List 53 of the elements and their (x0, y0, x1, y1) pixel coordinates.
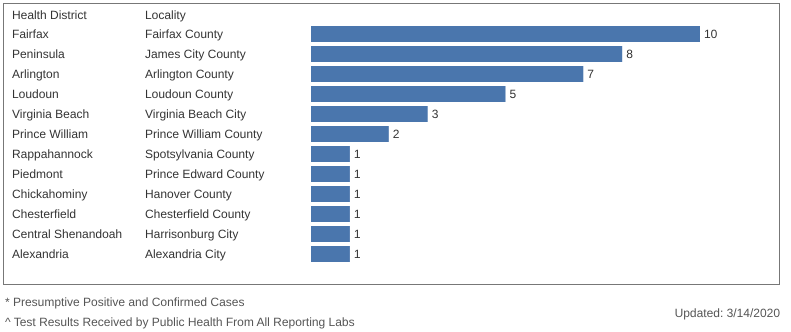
bar (311, 166, 350, 182)
bar (311, 246, 350, 262)
y2-tick-label: Harrisonburg City (145, 227, 238, 241)
bar (311, 146, 350, 162)
y-tick-label: Chesterfield (12, 207, 76, 221)
y2-axis-title: Locality (145, 8, 186, 22)
y2-tick-label: Prince William County (145, 127, 262, 141)
y2-tick-label: Virginia Beach City (145, 107, 246, 121)
y-tick-label: Fairfax (12, 27, 49, 41)
y2-tick-label: James City County (145, 47, 246, 61)
y-axis-title: Health District (12, 8, 88, 22)
y-tick-label: Prince William (12, 127, 88, 141)
data-label: 2 (392, 127, 400, 141)
y-tick-label: Alexandria (12, 247, 70, 261)
bar (311, 66, 584, 82)
y-tick-label: Arlington (12, 67, 60, 81)
bar (311, 26, 700, 42)
data-label: 8 (626, 47, 634, 61)
y2-tick-label: Spotsylvania County (145, 147, 254, 161)
y2-tick-label: Loudoun County (145, 87, 234, 101)
data-label: 5 (510, 87, 516, 101)
data-label: 1 (354, 227, 361, 241)
data-label: 1 (354, 207, 361, 221)
data-label: 1 (354, 187, 361, 201)
data-label: 3 (432, 107, 439, 121)
bar (311, 86, 506, 102)
text: ^ Test Results Received by Public Health From All Reporting Labs (5, 315, 355, 329)
bar (311, 106, 428, 122)
data-label: 1 (354, 147, 361, 161)
y2-tick-label: Alexandria City (145, 247, 226, 261)
y-tick-label: Loudoun (12, 87, 59, 101)
text: * Presumptive Positive and Confirmed Cases (5, 295, 244, 309)
data-label: 7 (587, 67, 594, 81)
y2-tick-label: Prince Edward County (145, 167, 264, 181)
bar (311, 226, 350, 242)
y2-tick-label: Fairfax County (145, 27, 224, 41)
y2-tick-label: Hanover County (145, 187, 232, 201)
y-tick-label: Virginia Beach (12, 107, 90, 121)
bar (311, 206, 350, 222)
y-tick-label: Chickahominy (12, 187, 88, 201)
data-label: 10 (704, 27, 718, 41)
bar (311, 46, 622, 62)
bar (311, 126, 389, 142)
y-tick-label: Central Shenandoah (12, 227, 122, 241)
data-label: 1 (354, 167, 361, 181)
y-tick-label: Rappahannock (12, 147, 94, 161)
y-tick-label: Piedmont (12, 167, 64, 181)
y2-tick-label: Chesterfield County (145, 207, 250, 221)
data-label: 1 (354, 247, 361, 261)
bar (311, 186, 350, 202)
y2-tick-label: Arlington County (145, 67, 234, 81)
text: Updated: 3/14/2020 (674, 306, 780, 320)
y-tick-label: Peninsula (12, 47, 66, 61)
